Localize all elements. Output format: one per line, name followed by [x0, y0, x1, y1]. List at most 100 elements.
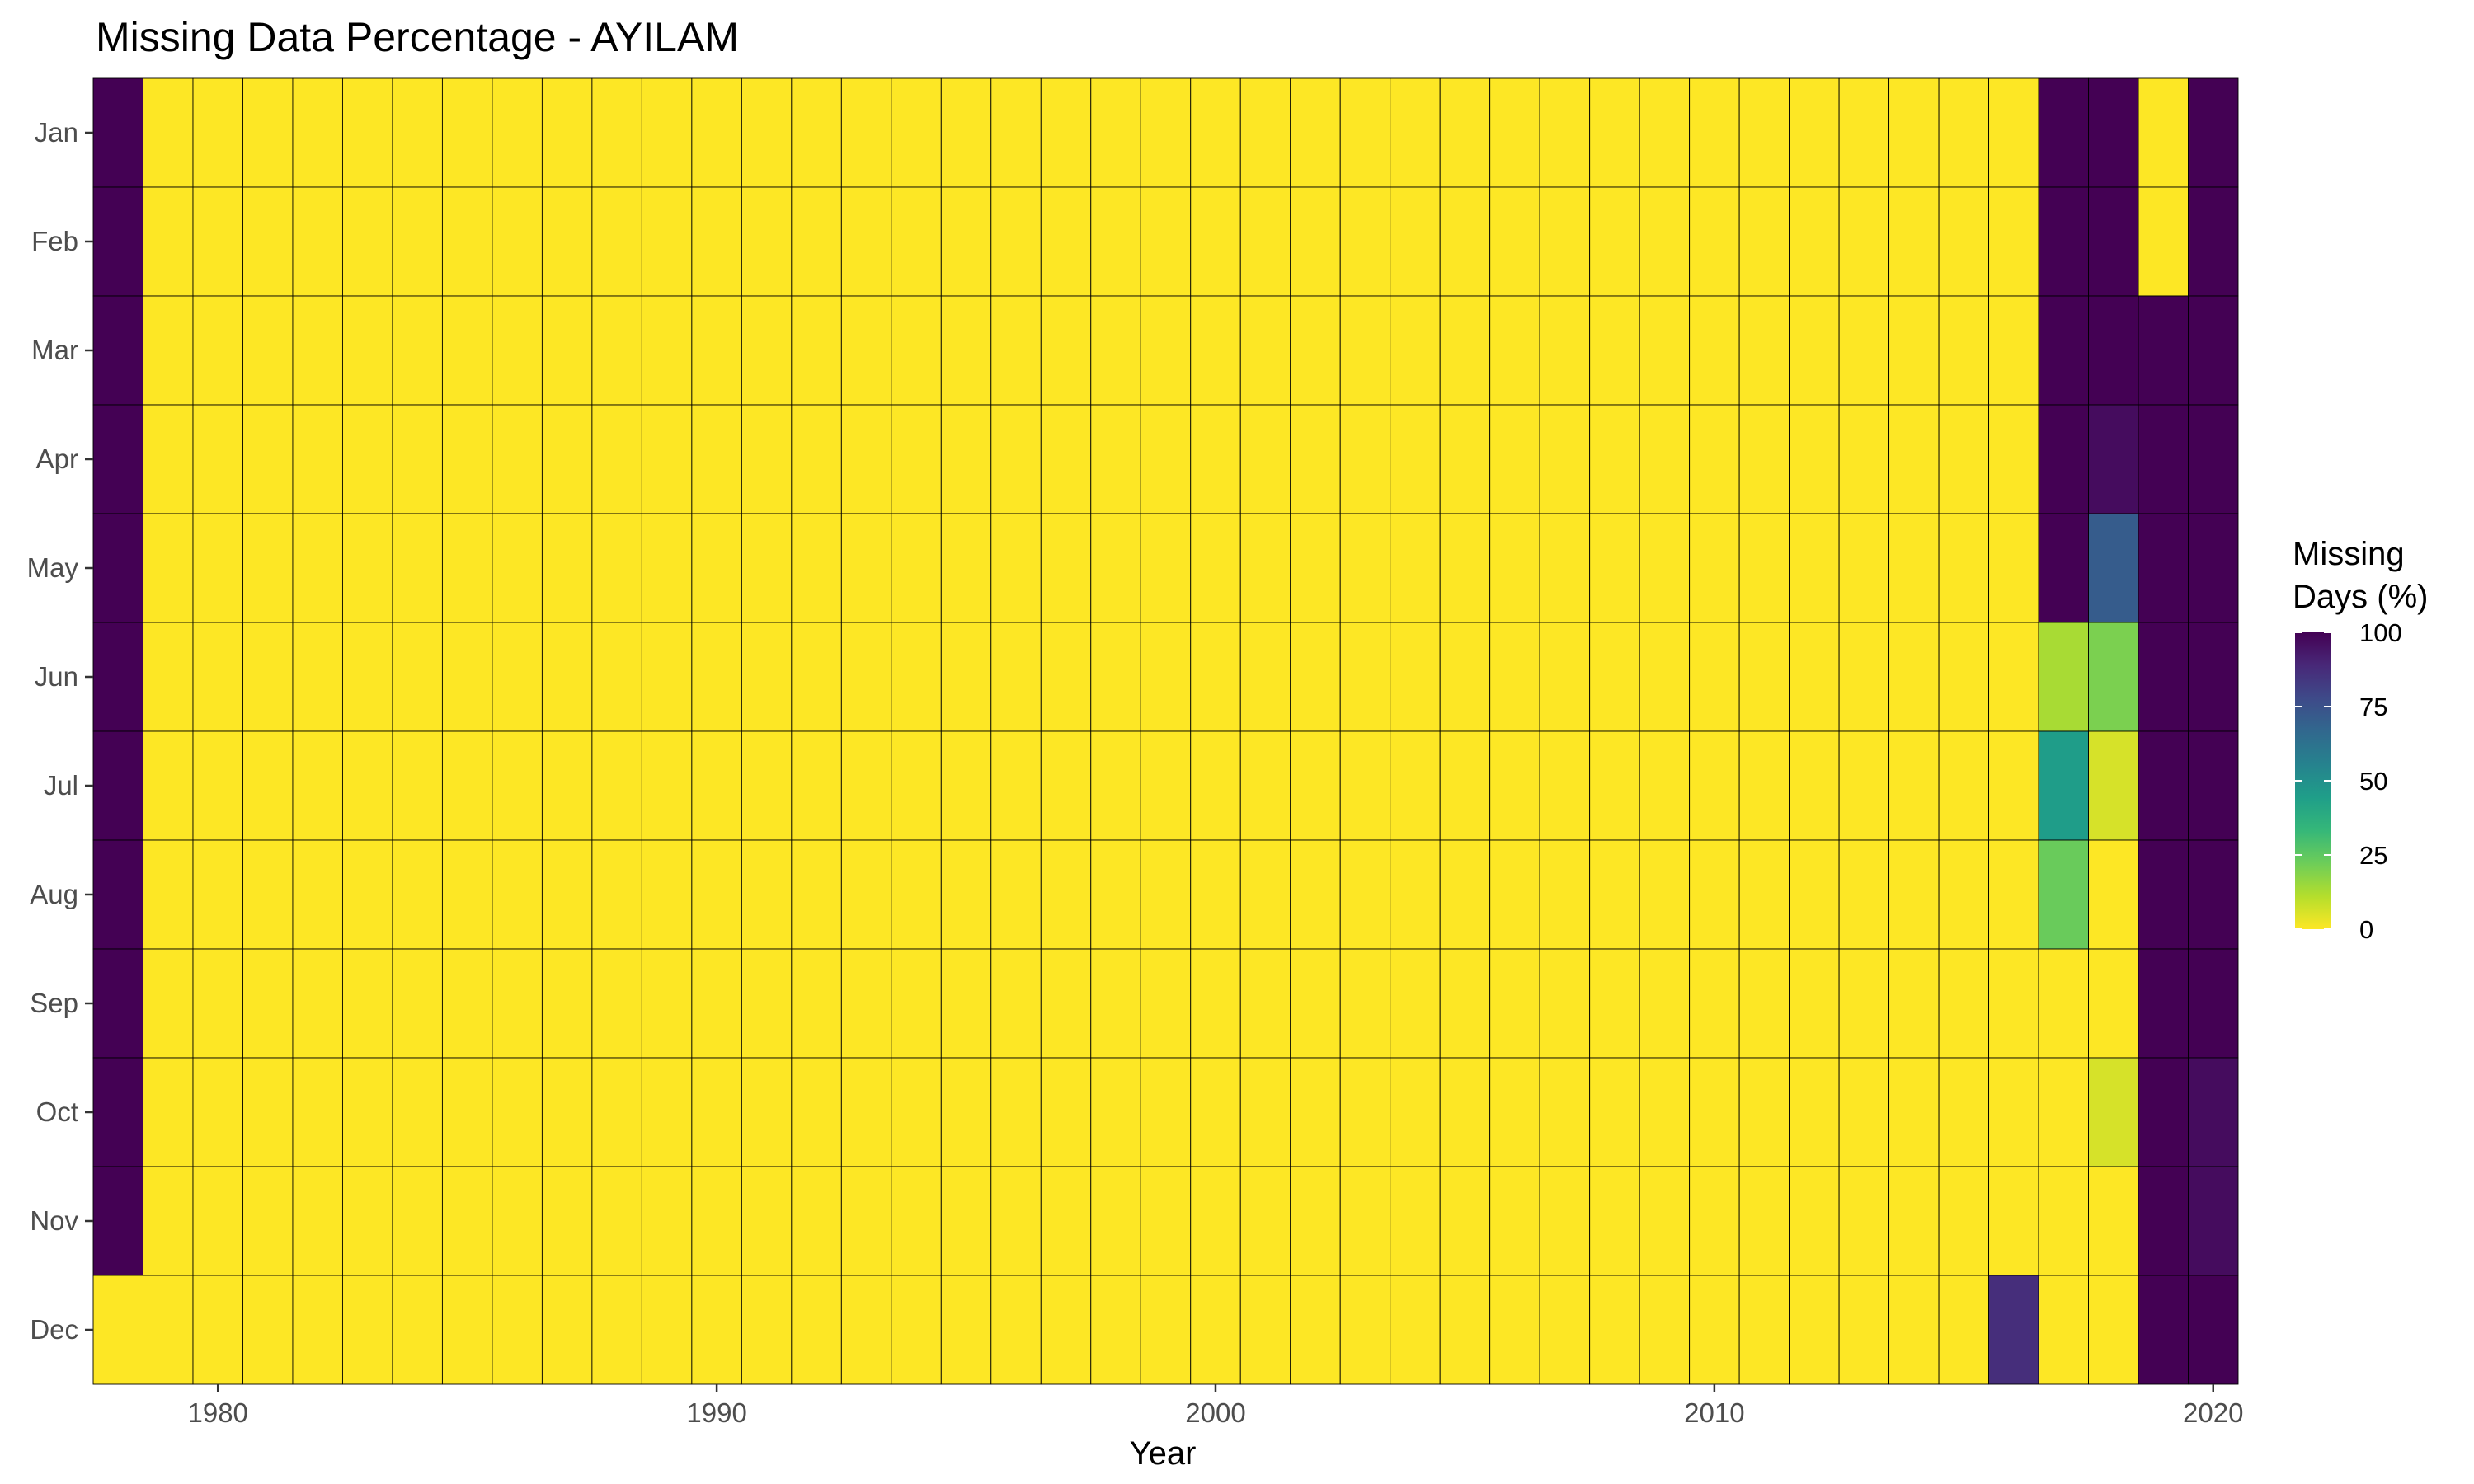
- heatmap-cell-2012-nov: [1789, 1166, 1840, 1276]
- heatmap-cell-2020-apr: [2188, 404, 2239, 514]
- heatmap-cell-1984-jun: [392, 622, 443, 732]
- heatmap-cell-1999-nov: [1140, 1166, 1192, 1276]
- heatmap-cell-1988-dec: [591, 1275, 642, 1385]
- heatmap-cell-1994-may: [891, 513, 942, 623]
- x-axis-title: Year: [1130, 1435, 1197, 1472]
- heatmap-cell-2012-dec: [1789, 1275, 1840, 1385]
- heatmap-cell-1978-feb: [92, 186, 143, 297]
- heatmap-cell-1983-jan: [341, 77, 393, 188]
- legend-label-100: 100: [2359, 618, 2402, 647]
- heatmap-cell-1995-may: [940, 513, 992, 623]
- heatmap-cell-2008-may: [1589, 513, 1640, 623]
- heatmap-cell-2003-aug: [1339, 839, 1391, 950]
- heatmap-cell-2020-aug: [2188, 839, 2239, 950]
- heatmap-cell-2020-nov: [2188, 1166, 2239, 1276]
- heatmap-cell-2001-apr: [1239, 404, 1291, 514]
- heatmap-cell-2004-sep: [1390, 948, 1441, 1059]
- heatmap-cell-2014-jul: [1888, 730, 1940, 841]
- heatmap-cell-1986-jul: [492, 730, 543, 841]
- heatmap-cell-1993-jun: [840, 622, 892, 732]
- heatmap-cell-1984-feb: [392, 186, 443, 297]
- heatmap-cell-1984-may: [392, 513, 443, 623]
- legend: Missing Days (%) 0 25 50 75 100: [2293, 536, 2428, 944]
- x-tick-label-2020: 2020: [2183, 1397, 2243, 1428]
- heatmap-cell-2018-nov: [2088, 1166, 2139, 1276]
- heatmap-cell-2014-apr: [1888, 404, 1940, 514]
- heatmap-cell-1996-apr: [990, 404, 1042, 514]
- heatmap-cell-1997-jan: [1040, 77, 1092, 188]
- heatmap-cell-1987-jan: [541, 77, 593, 188]
- heatmap-cell-1992-feb: [791, 186, 842, 297]
- heatmap-cell-2005-jul: [1439, 730, 1491, 841]
- heatmap-cell-1986-dec: [492, 1275, 543, 1385]
- heatmap-cell-2015-jul: [1938, 730, 1990, 841]
- heatmap-cell-1993-may: [840, 513, 892, 623]
- heatmap-cell-1983-mar: [341, 295, 393, 406]
- heatmap-cell-2016-sep: [1988, 948, 2039, 1059]
- heatmap-cell-1984-jan: [392, 77, 443, 188]
- heatmap-cell-2004-mar: [1390, 295, 1441, 406]
- heatmap-cell-1985-may: [441, 513, 493, 623]
- heatmap-cell-1985-nov: [441, 1166, 493, 1276]
- heatmap-cell-2006-jan: [1489, 77, 1540, 188]
- heatmap-cell-1999-jan: [1140, 77, 1192, 188]
- heatmap-cell-1995-jan: [940, 77, 992, 188]
- heatmap-cell-2014-nov: [1888, 1166, 1940, 1276]
- heatmap-cell-1978-apr: [92, 404, 143, 514]
- heatmap-cell-1994-jan: [891, 77, 942, 188]
- heatmap-cell-1990-mar: [691, 295, 742, 406]
- heatmap-cell-1984-jul: [392, 730, 443, 841]
- heatmap-cell-1989-mar: [641, 295, 693, 406]
- heatmap-cell-1984-mar: [392, 295, 443, 406]
- legend-label-25: 25: [2359, 841, 2387, 870]
- heatmap-cell-1989-jul: [641, 730, 693, 841]
- heatmap-cell-2012-jan: [1789, 77, 1840, 188]
- heatmap-cell-2004-apr: [1390, 404, 1441, 514]
- heatmap-cell-2011-may: [1738, 513, 1790, 623]
- heatmap-cell-1981-oct: [242, 1057, 294, 1167]
- heatmap-cell-2019-dec: [2138, 1275, 2189, 1385]
- heatmap-cell-1985-mar: [441, 295, 493, 406]
- heatmap-cell-2007-nov: [1539, 1166, 1591, 1276]
- heatmap-cell-2016-jan: [1988, 77, 2039, 188]
- heatmap-cell-1999-feb: [1140, 186, 1192, 297]
- heatmap-cell-1992-jun: [791, 622, 842, 732]
- heatmap-cell-1992-sep: [791, 948, 842, 1059]
- heatmap-cell-1982-mar: [292, 295, 343, 406]
- heatmap-cell-1984-oct: [392, 1057, 443, 1167]
- heatmap-cell-1990-aug: [691, 839, 742, 950]
- heatmap-cell-2010-jul: [1689, 730, 1740, 841]
- heatmap-cell-2003-jun: [1339, 622, 1391, 732]
- heatmap-cell-1996-nov: [990, 1166, 1042, 1276]
- x-tick-label-2010: 2010: [1684, 1397, 1744, 1428]
- heatmap-cell-2006-oct: [1489, 1057, 1540, 1167]
- heatmap-cell-2003-jan: [1339, 77, 1391, 188]
- heatmap-cell-1983-nov: [341, 1166, 393, 1276]
- heatmap-cell-1997-jul: [1040, 730, 1092, 841]
- y-tick-label-aug: Aug: [30, 879, 78, 909]
- heatmap-cell-1980-dec: [192, 1275, 243, 1385]
- heatmap-cell-2009-feb: [1639, 186, 1691, 297]
- heatmap-cell-1982-jan: [292, 77, 343, 188]
- heatmap-cell-2011-nov: [1738, 1166, 1790, 1276]
- heatmap-cell-1990-sep: [691, 948, 742, 1059]
- heatmap-cell-1998-jan: [1090, 77, 1141, 188]
- heatmap-cell-2003-feb: [1339, 186, 1391, 297]
- heatmap-cell-1988-aug: [591, 839, 642, 950]
- heatmap-cell-2013-sep: [1838, 948, 1890, 1059]
- chart-title: Missing Data Percentage - AYILAM: [96, 14, 739, 60]
- heatmap-cell-2008-jul: [1589, 730, 1640, 841]
- heatmap-cell-1987-aug: [541, 839, 593, 950]
- heatmap-cell-1999-sep: [1140, 948, 1192, 1059]
- heatmap-cell-2012-jun: [1789, 622, 1840, 732]
- heatmap-cell-1979-dec: [143, 1275, 194, 1385]
- heatmap-cell-1992-nov: [791, 1166, 842, 1276]
- heatmap-cell-2000-apr: [1190, 404, 1241, 514]
- heatmap-cell-1993-mar: [840, 295, 892, 406]
- heatmap-cell-2008-nov: [1589, 1166, 1640, 1276]
- heatmap-cell-1988-jul: [591, 730, 642, 841]
- heatmap-cell-1997-sep: [1040, 948, 1092, 1059]
- heatmap-cell-2002-aug: [1290, 839, 1341, 950]
- heatmap-cell-1999-oct: [1140, 1057, 1192, 1167]
- heatmap-cell-1979-apr: [143, 404, 194, 514]
